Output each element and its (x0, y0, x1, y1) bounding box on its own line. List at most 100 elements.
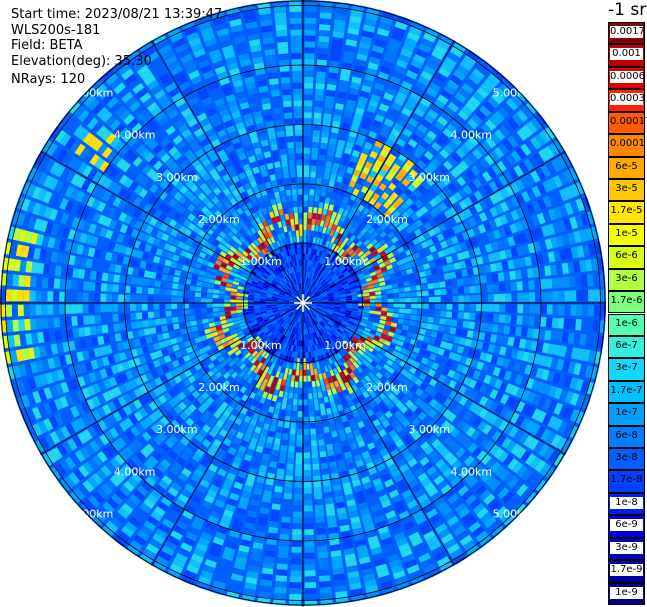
ppi-cell (312, 141, 319, 149)
ppi-cell (381, 10, 395, 20)
ppi-cell (592, 273, 600, 286)
ppi-cell (481, 284, 488, 293)
ppi-cell (82, 304, 89, 314)
ppi-cell (333, 252, 339, 259)
ppi-cell (493, 314, 500, 323)
ppi-cell (336, 213, 342, 220)
ppi-cell (410, 59, 424, 70)
ppi-cell (310, 254, 313, 261)
ppi-cell (413, 53, 426, 64)
ppi-cell (171, 296, 178, 303)
ppi-cell (438, 67, 451, 78)
ppi-cell (431, 49, 445, 61)
ppi-cell (369, 56, 381, 65)
ppi-cell (281, 516, 291, 523)
ppi-cell (286, 463, 294, 470)
ppi-cell (308, 285, 312, 291)
ppi-cell (317, 53, 328, 61)
ppi-cell (350, 206, 357, 214)
ppi-cell (366, 175, 375, 184)
ppi-cell (364, 110, 375, 119)
ppi-cell (311, 147, 319, 155)
ppi-cell (316, 427, 323, 435)
ppi-cell (335, 151, 343, 159)
ppi-cell (581, 319, 588, 332)
ppi-cell (189, 291, 196, 297)
ppi-cell (308, 284, 311, 291)
ppi-cell (94, 293, 101, 302)
ppi-cell (141, 312, 149, 319)
ppi-cell (328, 455, 336, 463)
ppi-cell (452, 295, 459, 303)
ppi-cell (337, 170, 345, 178)
ppi-cell (529, 292, 536, 302)
ppi-cell (393, 303, 400, 308)
ppi-cell (374, 114, 385, 123)
ppi-cell (310, 165, 317, 172)
ppi-cell (386, 112, 397, 122)
ppi-cell (586, 319, 594, 332)
ppi-cell (88, 304, 95, 313)
ppi-cell (304, 582, 317, 589)
ppi-cell (311, 266, 315, 273)
ppi-cell (399, 303, 406, 308)
ppi-cell (333, 218, 340, 226)
ppi-cell (375, 299, 382, 303)
ppi-cell (293, 511, 302, 518)
ppi-cell (325, 95, 335, 103)
ppi-cell (304, 129, 311, 136)
ppi-cell (545, 317, 553, 328)
ppi-cell (303, 428, 310, 435)
ppi-cell (493, 293, 500, 302)
ppi-cell (393, 293, 400, 298)
ppi-cell (165, 303, 172, 310)
ppi-cell (355, 196, 363, 204)
ppi-cell (311, 440, 318, 447)
ppi-cell (441, 61, 454, 73)
ppi-cell (299, 381, 303, 388)
ppi-cell (327, 255, 333, 262)
ppi-cell (159, 303, 166, 310)
ppi-cell (312, 213, 317, 220)
ppi-cell (405, 123, 416, 133)
ppi-cell (396, 59, 408, 69)
ppi-cell (307, 259, 310, 266)
ppi-cell (381, 294, 388, 299)
ppi-cell (353, 64, 365, 73)
ppi-cell (259, 301, 266, 303)
ppi-cell (368, 99, 379, 108)
ppi-cell (279, 539, 290, 547)
ppi-cell (88, 293, 95, 302)
ppi-cell (212, 303, 219, 308)
ppi-cell (344, 44, 356, 53)
ppi-cell (345, 224, 352, 232)
ppi-cell (333, 231, 339, 238)
ppi-cell (303, 375, 307, 382)
ppi-cell (528, 316, 535, 326)
ppi-cell (427, 316, 435, 323)
ppi-cell (520, 268, 528, 279)
ppi-cell (253, 303, 260, 306)
ppi-cell (315, 410, 321, 417)
ppi-cell (289, 582, 302, 589)
ppi-cell (304, 523, 314, 530)
ppi-cell (360, 199, 368, 207)
ppi-cell (200, 308, 207, 314)
ppi-cell (141, 303, 148, 311)
ppi-cell (76, 304, 83, 314)
ppi-cell (362, 207, 370, 215)
ppi-cell (382, 143, 392, 153)
ppi-cell (322, 208, 328, 216)
ppi-cell (308, 399, 314, 406)
ppi-cell (320, 190, 327, 197)
ppi-cell (304, 47, 315, 54)
ppi-cell (343, 237, 349, 244)
ppi-cell (558, 304, 565, 316)
ppi-cell (351, 174, 359, 183)
ppi-cell (379, 129, 389, 138)
ppi-cell (316, 539, 327, 547)
ppi-cell (304, 564, 316, 571)
ppi-cell (350, 9, 363, 18)
ppi-cell (77, 280, 84, 291)
ppi-cell (342, 209, 349, 217)
